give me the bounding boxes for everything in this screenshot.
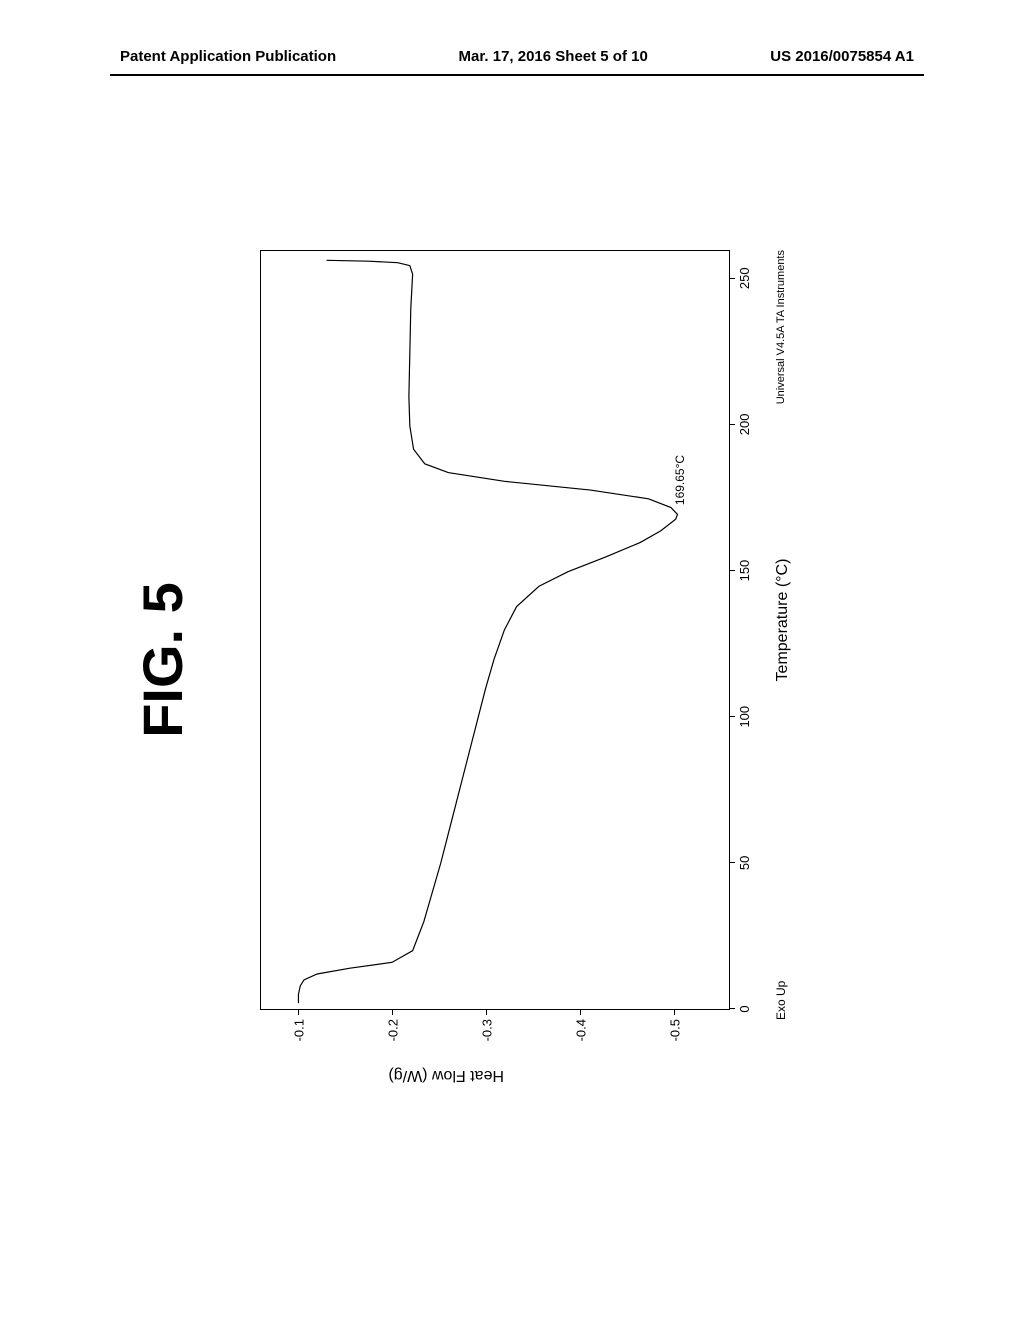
- x-tick-label: 250: [737, 267, 752, 289]
- x-tick: [729, 716, 735, 717]
- y-tick: [392, 1009, 393, 1015]
- y-tick-label: -0.1: [291, 1019, 306, 1041]
- dsc-curve: [261, 251, 729, 1009]
- x-tick-label: 0: [737, 1005, 752, 1012]
- page-header: Patent Application Publication Mar. 17, …: [0, 48, 1024, 65]
- y-tick: [580, 1009, 581, 1015]
- header-rule: [110, 74, 924, 76]
- x-tick: [729, 862, 735, 863]
- instrument-label: Universal V4.5A TA Instruments: [775, 250, 787, 404]
- y-tick: [486, 1009, 487, 1015]
- y-tick-label: -0.2: [385, 1019, 400, 1041]
- exo-direction-label: Exo Up: [774, 981, 788, 1020]
- y-tick: [674, 1009, 675, 1015]
- x-tick: [729, 570, 735, 571]
- x-tick-label: 200: [737, 414, 752, 436]
- x-tick: [729, 278, 735, 279]
- x-tick-label: 50: [737, 856, 752, 870]
- figure-label: FIG. 5: [130, 160, 195, 1160]
- x-tick: [729, 1009, 735, 1010]
- dsc-plot-area: -0.1-0.2-0.3-0.4-0.5 050100150200250 169…: [260, 250, 730, 1010]
- peak-temperature-label: 169.65°C: [673, 455, 687, 505]
- x-tick: [729, 424, 735, 425]
- header-right: US 2016/0075854 A1: [770, 48, 914, 65]
- figure-rotated-container: FIG. 5 -0.1-0.2-0.3-0.4-0.5 050100150200…: [0, 295, 995, 1025]
- header-center: Mar. 17, 2016 Sheet 5 of 10: [459, 48, 648, 65]
- x-tick-label: 100: [737, 706, 752, 728]
- y-tick-label: -0.5: [667, 1019, 682, 1041]
- header-left: Patent Application Publication: [120, 48, 336, 65]
- y-tick-label: -0.3: [479, 1019, 494, 1041]
- x-tick-label: 150: [737, 560, 752, 582]
- y-tick: [298, 1009, 299, 1015]
- y-tick-label: -0.4: [573, 1019, 588, 1041]
- figure-inner: FIG. 5 -0.1-0.2-0.3-0.4-0.5 050100150200…: [130, 160, 860, 1160]
- y-axis-label: Heat Flow (W/g): [388, 1066, 504, 1084]
